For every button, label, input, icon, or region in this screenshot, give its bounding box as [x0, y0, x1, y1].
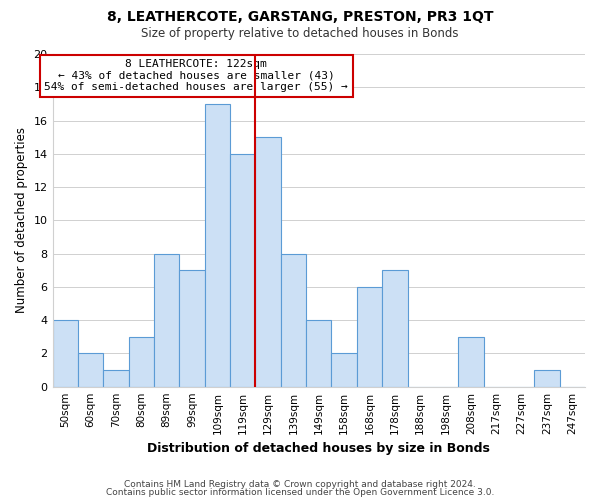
Bar: [128, 337, 154, 386]
Text: 8 LEATHERCOTE: 122sqm
← 43% of detached houses are smaller (43)
54% of semi-deta: 8 LEATHERCOTE: 122sqm ← 43% of detached …: [44, 59, 348, 92]
Text: 8, LEATHERCOTE, GARSTANG, PRESTON, PR3 1QT: 8, LEATHERCOTE, GARSTANG, PRESTON, PR3 1…: [107, 10, 493, 24]
Bar: [78, 354, 103, 386]
Bar: [179, 270, 205, 386]
Y-axis label: Number of detached properties: Number of detached properties: [15, 128, 28, 314]
Bar: [281, 254, 306, 386]
Bar: [256, 137, 281, 386]
Bar: [382, 270, 407, 386]
Bar: [53, 320, 78, 386]
Bar: [534, 370, 560, 386]
Bar: [230, 154, 256, 386]
Bar: [306, 320, 331, 386]
Text: Size of property relative to detached houses in Bonds: Size of property relative to detached ho…: [141, 28, 459, 40]
Bar: [205, 104, 230, 387]
Text: Contains HM Land Registry data © Crown copyright and database right 2024.: Contains HM Land Registry data © Crown c…: [124, 480, 476, 489]
Bar: [154, 254, 179, 386]
Bar: [103, 370, 128, 386]
Bar: [458, 337, 484, 386]
Text: Contains public sector information licensed under the Open Government Licence 3.: Contains public sector information licen…: [106, 488, 494, 497]
Bar: [357, 287, 382, 386]
Bar: [331, 354, 357, 386]
X-axis label: Distribution of detached houses by size in Bonds: Distribution of detached houses by size …: [148, 442, 490, 455]
